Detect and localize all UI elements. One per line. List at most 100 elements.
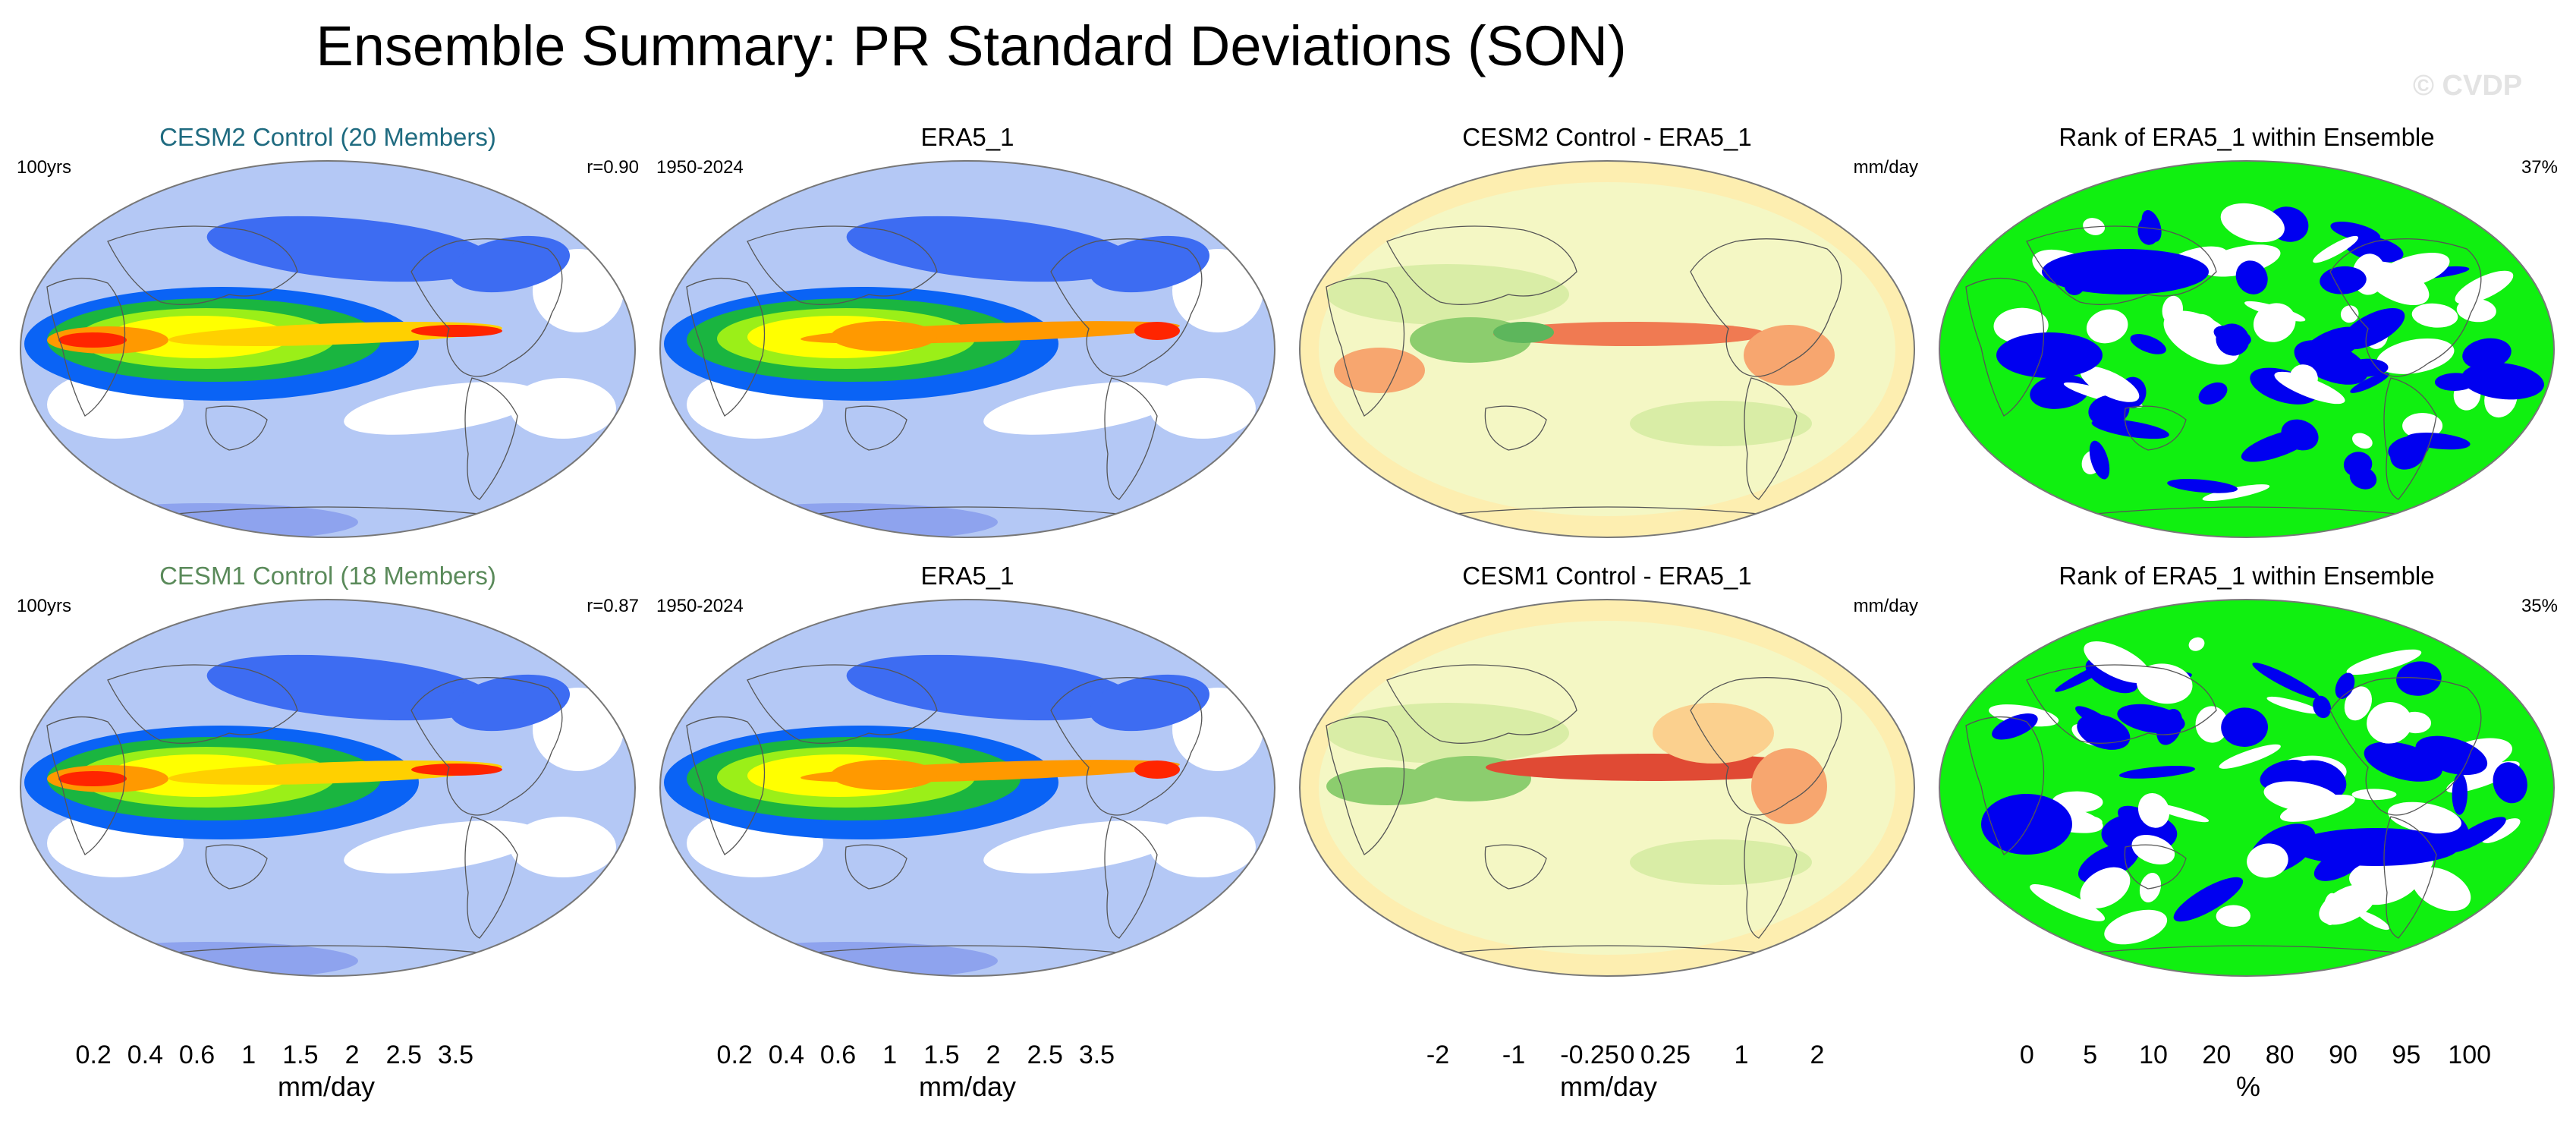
rank-patch — [2086, 309, 2128, 344]
rank-patch — [2367, 701, 2412, 744]
rank-patch — [2376, 338, 2455, 374]
rank-patch — [2455, 270, 2514, 304]
map-border — [1298, 160, 1916, 538]
coastline-africa — [1326, 277, 1405, 417]
coastline-antarctica — [168, 945, 488, 954]
map-border — [659, 599, 1276, 977]
rank-patch — [2388, 801, 2461, 834]
rank-patch — [2077, 713, 2131, 750]
coastline-americas-north — [1690, 677, 1842, 816]
rank-patch — [2084, 641, 2151, 683]
colorbar-tick-label: 0.6 — [178, 1041, 215, 1069]
rank-patch — [2252, 663, 2320, 699]
rank-patch — [2456, 298, 2496, 323]
diff-orange-south-indian — [1334, 348, 1425, 393]
colorbar-tick-label: 10 — [2139, 1041, 2168, 1069]
coastline-asia — [107, 225, 298, 305]
rank-patch — [2167, 479, 2238, 493]
rank-patch — [2411, 303, 2458, 328]
rank-patch — [2400, 858, 2431, 886]
coastline-australia — [205, 844, 268, 890]
dry-zone-south-atlantic — [1150, 817, 1256, 877]
colorbar-units: mm/day — [277, 1071, 376, 1102]
panel-title: CESM1 Control - ERA5_1 — [1462, 562, 1752, 590]
east-pacific-peak — [1134, 760, 1180, 779]
map-border — [1938, 160, 2556, 538]
rank-patch — [2188, 637, 2205, 651]
rank-patch — [2335, 672, 2355, 699]
diff-green-patch-north — [1326, 703, 1569, 764]
coastline-antarctica — [2087, 945, 2407, 954]
rank-patch — [2156, 709, 2183, 745]
north-pacific-storm-track — [206, 216, 495, 282]
map-field — [20, 600, 635, 976]
map-field — [1939, 161, 2554, 537]
map-panel — [19, 160, 637, 538]
map-border — [1298, 599, 1916, 977]
rank-patch — [2163, 310, 2240, 365]
map-panel — [659, 160, 1276, 538]
colorbar-tick-label: 0.25 — [1640, 1041, 1691, 1069]
colorbar-obs-std — [683, 1012, 1252, 1034]
diff-orange-amazon — [1744, 325, 1835, 386]
rank-patch — [2352, 433, 2373, 449]
dry-zone-south-atlantic — [510, 378, 616, 439]
north-atlantic-storm-track — [449, 674, 571, 732]
panel-title: ERA5_1 — [920, 562, 1014, 590]
coastline-australia — [845, 844, 907, 890]
rank-patch — [2345, 235, 2404, 263]
rank-patch — [2030, 884, 2106, 921]
rank-patch — [2131, 834, 2175, 865]
indian-ocean-peak — [58, 332, 127, 348]
rank-patch — [2220, 203, 2285, 243]
dry-zone-southeast-pacific — [983, 820, 1179, 874]
rank-patch — [2415, 735, 2488, 776]
diff-green-patch-north — [1326, 264, 1569, 325]
panel-right-note: r=0.90 — [587, 157, 639, 178]
coastline-americas-north — [1690, 238, 1842, 377]
rank-patch — [2344, 686, 2373, 721]
colorbar-units: mm/day — [1559, 1071, 1658, 1102]
rank-patch — [2313, 235, 2358, 263]
rank-patch — [2346, 649, 2422, 675]
rank-patch — [2213, 325, 2251, 347]
colorbar-tick-label: 5 — [2083, 1041, 2098, 1069]
rank-patch — [2357, 911, 2390, 930]
map-panel — [19, 599, 637, 977]
colorbar-tick-label: -2 — [1426, 1041, 1450, 1069]
rank-patch — [2118, 765, 2196, 779]
maritime-continent-max — [831, 321, 937, 351]
panel-right-note: 37% — [2521, 157, 2558, 178]
coastline-americas-south — [1104, 816, 1158, 939]
map-field — [1939, 600, 2554, 976]
coastline-americas-south — [1744, 377, 1798, 500]
rank-patch — [2130, 334, 2166, 354]
east-pacific-peak — [1134, 322, 1180, 340]
coastline-asia — [747, 664, 938, 744]
diff-green-maritime — [1493, 322, 1554, 343]
map-field — [1300, 161, 1914, 537]
rank-patch — [2364, 261, 2430, 306]
rank-patch — [2345, 358, 2389, 377]
colorbar-tick-label: 0.4 — [768, 1041, 804, 1069]
rank-patch — [2202, 484, 2270, 502]
rank-patch — [2343, 452, 2373, 477]
rank-patch — [2493, 762, 2527, 804]
map-panel — [1938, 599, 2556, 977]
rank-patch — [2139, 873, 2162, 902]
coastline-asia — [2026, 664, 2217, 744]
colorbar-model-std — [42, 1012, 611, 1034]
coastline-africa — [46, 277, 126, 417]
rank-patch — [2104, 909, 2168, 945]
colorbar-tick-label: 0 — [2019, 1041, 2034, 1069]
colorbar-tick-label: 95 — [2392, 1041, 2421, 1069]
rank-patch — [2162, 295, 2184, 325]
panel-title: Rank of ERA5_1 within Ensemble — [2059, 562, 2435, 590]
coastline-americas-south — [1104, 377, 1158, 500]
rank-patch — [2340, 305, 2359, 323]
rank-patch — [2396, 661, 2442, 696]
coastline-antarctica — [1447, 506, 1767, 515]
rank-patch — [2198, 382, 2228, 405]
coastline-asia — [107, 664, 298, 744]
coastline-americas-north — [2329, 677, 2482, 816]
